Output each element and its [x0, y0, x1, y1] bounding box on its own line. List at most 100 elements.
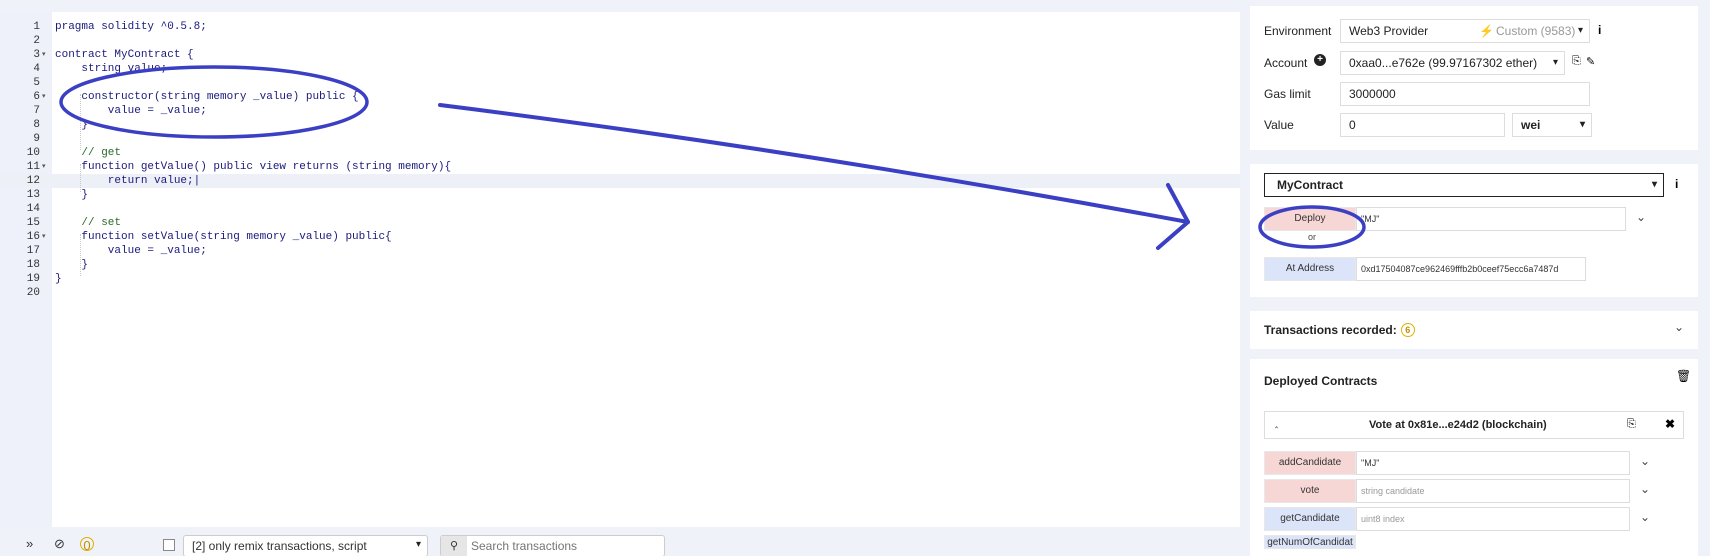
line-number: 14: [26, 203, 40, 215]
code-line[interactable]: 20: [0, 286, 1240, 300]
function-button[interactable]: getCandidate: [1264, 507, 1356, 531]
value-input[interactable]: 0: [1340, 113, 1505, 137]
code-text: }: [55, 273, 62, 285]
chevron-down-icon: ▾: [1577, 25, 1583, 36]
pending-transactions-badge: 0: [80, 537, 94, 553]
transaction-search[interactable]: ⚲: [440, 535, 665, 556]
contract-select-value: MyContract: [1277, 178, 1344, 192]
fold-arrow-icon[interactable]: ▾: [42, 163, 46, 171]
code-line[interactable]: 9: [0, 132, 1240, 146]
collapse-icon[interactable]: ‸: [1275, 418, 1279, 428]
line-number: 1: [33, 21, 40, 33]
fold-arrow-icon[interactable]: ▾: [42, 93, 46, 101]
line-number: 19: [26, 273, 40, 285]
deploy-button[interactable]: Deploy: [1264, 207, 1356, 231]
code-line[interactable]: 13 }: [0, 188, 1240, 202]
line-number: 6: [33, 91, 40, 103]
info-icon[interactable]: i: [1675, 177, 1679, 191]
listen-filter-label: [2] only remix transactions, script: [192, 539, 367, 553]
terminal-bar: » ⊘ 0 [2] only remix transactions, scrip…: [0, 532, 1245, 556]
info-icon[interactable]: i: [1598, 23, 1602, 37]
at-address-input[interactable]: 0xd17504087ce962469fffb2b0ceef75ecc6a748…: [1356, 257, 1586, 281]
code-line[interactable]: 7 value = _value;: [0, 104, 1240, 118]
search-input[interactable]: [471, 537, 661, 555]
code-line[interactable]: 4 string value;: [0, 62, 1240, 76]
deploy-card: MyContract ▾ i Deploy "MJ" ⌄ or At Addre…: [1250, 164, 1698, 297]
fold-arrow-icon[interactable]: ▾: [42, 233, 46, 241]
code-text: }: [55, 189, 89, 201]
chevron-down-icon[interactable]: ⌄: [1674, 320, 1685, 334]
code-text: function getValue() public view returns …: [55, 161, 452, 173]
code-line[interactable]: 3 ▾ contract MyContract {: [0, 48, 1240, 62]
contract-instance-header[interactable]: ‸ Vote at 0x81e...e24d2 (blockchain) ⎘ ✖: [1264, 411, 1684, 439]
deployed-contracts-card: Deployed Contracts 🗑 ‸ Vote at 0x81e...e…: [1250, 359, 1698, 556]
function-argument-input[interactable]: "MJ": [1356, 451, 1630, 475]
code-line[interactable]: 6 ▾ constructor(string memory _value) pub…: [0, 90, 1240, 104]
value-unit-select[interactable]: wei ▾: [1512, 113, 1592, 137]
function-button[interactable]: getNumOfCandidat: [1264, 535, 1356, 549]
code-line[interactable]: 19}: [0, 272, 1240, 286]
code-line[interactable]: 11 ▾ function getValue() public view retu…: [0, 160, 1240, 174]
deploy-argument-input[interactable]: "MJ": [1356, 207, 1626, 231]
transactions-recorded-label: Transactions recorded: 6: [1264, 323, 1415, 337]
run-settings-card: Environment Web3 Provider ⚡ Custom (9583…: [1250, 6, 1698, 150]
contract-select[interactable]: MyContract ▾: [1264, 173, 1664, 197]
code-text: // set: [55, 217, 122, 229]
chevron-down-icon: ▾: [1651, 179, 1657, 190]
code-text: contract MyContract {: [55, 49, 194, 61]
edit-icon[interactable]: ✎: [1586, 56, 1596, 68]
function-button[interactable]: vote: [1264, 479, 1356, 503]
line-number: 9: [33, 133, 40, 145]
account-select[interactable]: 0xaa0...e762e (99.97167302 ether) ▾: [1340, 51, 1565, 75]
function-argument-input[interactable]: uint8 index: [1356, 507, 1630, 531]
line-number: 8: [33, 119, 40, 131]
code-line[interactable]: 10 // get: [0, 146, 1240, 160]
block-icon[interactable]: ⊘: [54, 536, 65, 551]
chevron-down-icon[interactable]: ⌄: [1636, 210, 1647, 224]
at-address-button[interactable]: At Address: [1264, 257, 1356, 281]
line-number: 20: [26, 287, 40, 299]
function-argument-input[interactable]: string candidate: [1356, 479, 1630, 503]
code-line[interactable]: 15 // set: [0, 216, 1240, 230]
trash-icon[interactable]: 🗑: [1676, 369, 1692, 383]
listen-filter-select[interactable]: [2] only remix transactions, script ▾: [183, 535, 428, 556]
account-label: Account: [1264, 56, 1308, 70]
chevron-down-icon[interactable]: ⌄: [1640, 510, 1651, 524]
code-text: value = _value;: [55, 105, 207, 117]
gas-limit-input[interactable]: 3000000: [1340, 82, 1590, 106]
code-line[interactable]: 5: [0, 76, 1240, 90]
code-text: constructor(string memory _value) public…: [55, 91, 359, 103]
double-chevron-down-icon[interactable]: »: [26, 536, 34, 551]
chevron-down-icon[interactable]: ⌄: [1640, 454, 1651, 468]
listen-network-checkbox[interactable]: [163, 539, 175, 551]
code-line[interactable]: 14: [0, 202, 1240, 216]
code-text: pragma solidity ^0.5.8;: [55, 21, 207, 33]
code-text: value = _value;: [55, 245, 207, 257]
code-line[interactable]: 16 ▾ function setValue(string memory _val…: [0, 230, 1240, 244]
code-line[interactable]: 8 }: [0, 118, 1240, 132]
code-text: // get: [55, 147, 122, 159]
code-line[interactable]: 17 value = _value;: [0, 244, 1240, 258]
add-account-icon[interactable]: +: [1314, 54, 1326, 66]
transactions-card[interactable]: Transactions recorded: 6 ⌄: [1250, 311, 1698, 349]
environment-value: Web3 Provider: [1349, 24, 1429, 38]
line-number: 7: [33, 105, 40, 117]
code-line[interactable]: 1 pragma solidity ^0.5.8;: [0, 20, 1240, 34]
function-button[interactable]: addCandidate: [1264, 451, 1356, 475]
code-line[interactable]: 12 return value;|: [0, 174, 1240, 188]
chevron-down-icon: ▾: [1579, 119, 1585, 130]
fold-arrow-icon[interactable]: ▾: [42, 51, 46, 59]
code-line[interactable]: 18 }: [0, 258, 1240, 272]
close-icon[interactable]: ✖: [1665, 417, 1676, 431]
value-label: Value: [1264, 118, 1294, 132]
line-number: 17: [26, 245, 40, 257]
line-number: 10: [26, 147, 40, 159]
code-line[interactable]: 2: [0, 34, 1240, 48]
chevron-down-icon[interactable]: ⌄: [1640, 482, 1651, 496]
copy-icon[interactable]: ⎘: [1572, 55, 1581, 67]
code-editor[interactable]: 1 pragma solidity ^0.5.8; 2 3 ▾ contract MyCo…: [0, 12, 1240, 527]
instance-title: Vote at 0x81e...e24d2 (blockchain): [1369, 419, 1547, 431]
environment-select[interactable]: Web3 Provider ⚡ Custom (9583) ▾: [1340, 19, 1590, 43]
copy-icon[interactable]: ⎘: [1627, 418, 1636, 430]
line-number: 13: [26, 189, 40, 201]
